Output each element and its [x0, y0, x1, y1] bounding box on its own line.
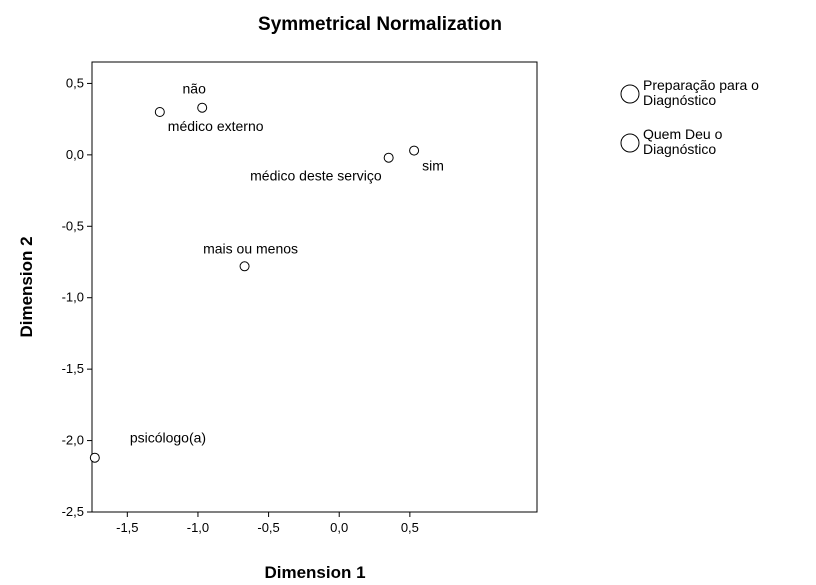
legend-label: Diagnóstico — [643, 141, 716, 157]
legend-label: Preparação para o — [643, 77, 759, 93]
point-label: não — [183, 81, 207, 97]
x-tick-label: -1,0 — [187, 520, 209, 535]
legend-marker — [621, 85, 639, 103]
y-tick-label: -1,0 — [62, 290, 84, 305]
data-point — [384, 153, 393, 162]
y-tick-label: -2,0 — [62, 433, 84, 448]
legend-label: Quem Deu o — [643, 126, 723, 142]
y-tick-label: -0,5 — [62, 218, 84, 233]
y-tick-label: 0,0 — [66, 147, 84, 162]
y-axis: 0,5 0,0 -0,5 -1,0 -1,5 -2,0 -2,5 — [62, 75, 92, 519]
data-point — [240, 262, 249, 271]
legend-marker — [621, 134, 639, 152]
y-tick-label: 0,5 — [66, 75, 84, 90]
data-point — [155, 108, 164, 117]
data-points: não sim mais ou menos médico externo médico … — [90, 81, 444, 463]
y-tick-label: -2,5 — [62, 504, 84, 519]
y-axis-title: Dimension 2 — [17, 236, 36, 337]
point-label: psicólogo(a) — [130, 430, 206, 446]
x-tick-label: 0,5 — [401, 520, 419, 535]
point-label: mais ou menos — [203, 240, 298, 256]
x-tick-label: 0,0 — [330, 520, 348, 535]
x-tick-label: -0,5 — [257, 520, 279, 535]
x-tick-label: -1,5 — [116, 520, 138, 535]
data-point — [198, 103, 207, 112]
legend-label: Diagnóstico — [643, 92, 716, 108]
chart-title: Symmetrical Normalization — [258, 14, 502, 35]
point-label: sim — [422, 158, 444, 174]
point-label: médico deste serviço — [250, 168, 382, 184]
point-label: médico externo — [168, 118, 264, 134]
x-axis-title: Dimension 1 — [264, 563, 365, 582]
x-axis: -1,5 -1,0 -0,5 0,0 0,5 — [116, 512, 419, 535]
data-point — [90, 453, 99, 462]
data-point — [410, 146, 419, 155]
y-tick-label: -1,5 — [62, 361, 84, 376]
